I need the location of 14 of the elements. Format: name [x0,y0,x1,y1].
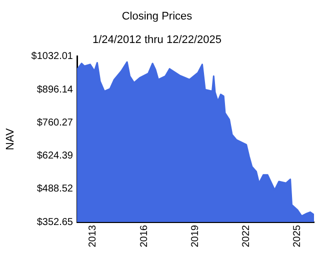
chart-subtitle: 1/24/2012 thru 12/22/2025 [92,34,222,46]
x-tick-label: 2025 [292,224,304,248]
y-tick-label: $624.39 [36,150,74,162]
y-tick-label: $352.65 [36,216,74,228]
y-axis-title: NAV [4,128,17,150]
x-tick-label: 2013 [88,224,99,248]
x-tick-label: 2019 [190,224,201,248]
y-tick-label: $488.52 [36,184,74,195]
x-tick-label: 2022 [241,224,252,248]
chart-title: Closing Prices [122,10,193,23]
y-tick-label: $1032.01 [31,51,74,62]
x-tick-label: 2016 [138,224,150,248]
y-tick-label: $760.27 [36,117,74,128]
y-tick-label: $896.14 [36,84,74,96]
